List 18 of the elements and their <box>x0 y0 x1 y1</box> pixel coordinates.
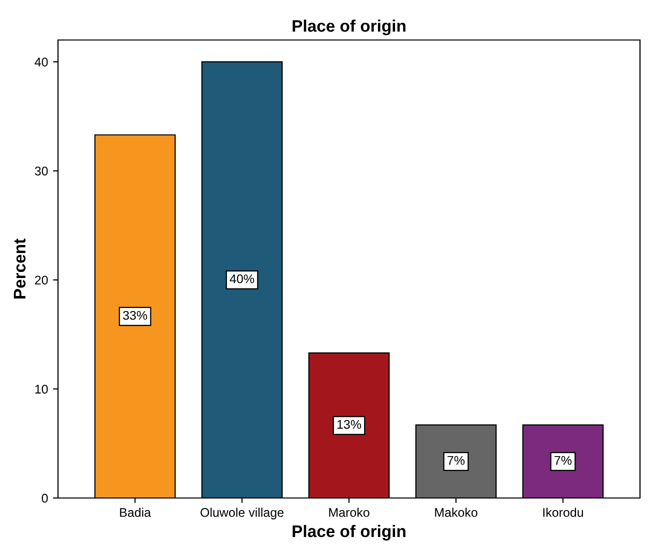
data-label: 33% <box>122 310 148 320</box>
y-tick-label: 10 <box>35 384 48 394</box>
data-label: 40% <box>230 274 254 284</box>
x-tick-label: Oluwole village <box>200 508 284 520</box>
data-label: 7% <box>554 456 572 465</box>
x-tick-label: Maroko <box>329 508 370 517</box>
y-tick-label: 0 <box>42 494 48 503</box>
x-tick-label: Ikorodu <box>543 508 583 517</box>
x-tick-label: Makoko <box>435 508 478 517</box>
y-tick-label: 30 <box>34 166 48 176</box>
y-tick-label: 40 <box>34 58 48 66</box>
chart-title: Place of origin <box>292 20 406 36</box>
y-tick-label: 20 <box>35 276 48 285</box>
x-axis-title: Place of origin <box>292 524 406 541</box>
x-tick-label: Badia <box>120 508 152 517</box>
y-axis-title: Percent <box>14 238 26 298</box>
data-label: 13% <box>337 420 362 429</box>
data-label: 7% <box>448 456 465 465</box>
